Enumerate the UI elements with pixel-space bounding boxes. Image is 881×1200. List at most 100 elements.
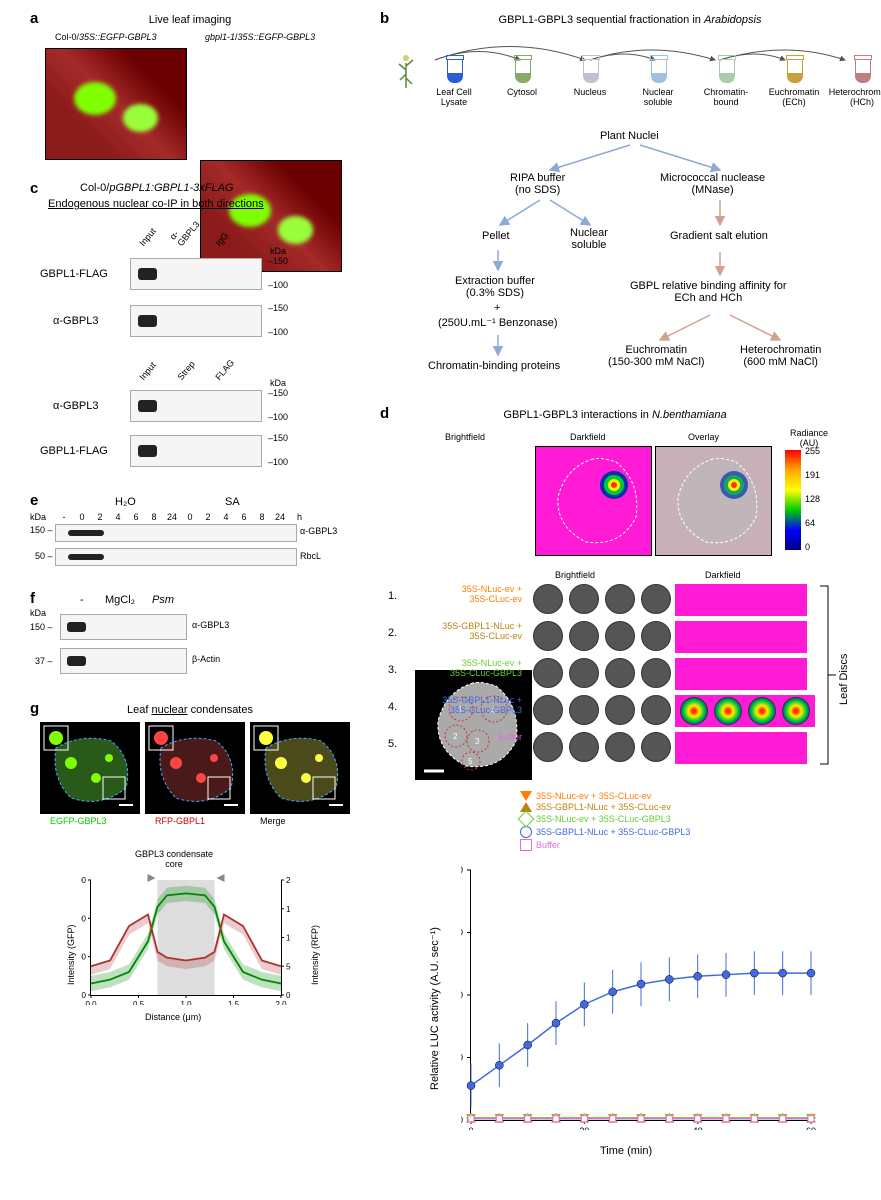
svg-text:2,000: 2,000	[461, 1053, 463, 1063]
d-disc-bf: Brightfield	[555, 570, 595, 580]
lane-label: Strep	[175, 359, 196, 382]
timepoint: 24	[271, 512, 289, 522]
disc-brightfield-row	[530, 621, 674, 651]
svg-text:50: 50	[286, 962, 291, 971]
tube-item: Euchromatin (ECh)	[764, 55, 824, 107]
colorbar-tick: 0	[805, 542, 810, 552]
panel-c-title1: Col-0/pGBPL1:GBPL1-3xFLAG	[80, 182, 233, 194]
disc-darkfield-row	[675, 658, 807, 690]
tube-item: Nucleus	[560, 55, 620, 107]
flow-hetero: Heterochromatin (600 mM NaCl)	[740, 344, 821, 368]
panel-e-timepoints: -02468240246824	[55, 512, 289, 522]
svg-text:0.5: 0.5	[133, 1000, 145, 1005]
flow-plus: +	[494, 302, 500, 314]
condition-number: 2.	[388, 627, 397, 639]
condition-label: Buffer	[402, 732, 522, 742]
tube-item: Chromatin- bound	[696, 55, 756, 107]
panel-a-right-cond: gbpl1-1/35S::EGFP-GBPL3	[205, 32, 315, 42]
svg-text:150: 150	[286, 905, 291, 914]
svg-text:0: 0	[82, 991, 87, 1000]
timepoint: 8	[145, 512, 163, 522]
panel-d-legend: 35S-NLuc-ev + 35S-CLuc-ev35S-GBPL1-NLuc …	[520, 790, 690, 852]
legend-item: 35S-GBPL1-NLuc + 35S-CLuc-ev	[520, 802, 690, 812]
d-ylabel: Relative LUC activity (A.U. sec⁻¹)	[428, 927, 441, 1090]
colorbar-tick: 255	[805, 446, 820, 456]
panel-d-label: d	[380, 405, 389, 422]
disc-darkfield-row	[675, 621, 807, 653]
micrograph-RFP-GBPL1	[145, 722, 245, 814]
panel-a-left-cond: Col-0/35S::EGFP-GBPL3	[55, 32, 157, 42]
d-darkfield	[535, 446, 652, 556]
colorbar-tick: 128	[805, 494, 820, 504]
disc-darkfield-row	[675, 584, 807, 616]
g-yr: Intensity (RFP)	[310, 925, 320, 985]
flow-extraction: Extraction buffer (0.3% SDS)	[455, 275, 535, 299]
timepoint: 2	[91, 512, 109, 522]
bracket-icon	[818, 584, 838, 766]
flow-ripa: RIPA buffer (no SDS)	[510, 172, 565, 196]
svg-text:0: 0	[461, 1115, 463, 1125]
f-lane2: MgCl₂	[105, 594, 135, 606]
svg-text:2.0: 2.0	[275, 1000, 287, 1005]
channel-label: RFP-GBPL1	[155, 816, 205, 826]
condition-label: 35S-NLuc-ev + 35S-CLuc-ev	[402, 584, 522, 604]
panel-d-title: GBPL1-GBPL3 interactions in N.benthamian…	[420, 409, 810, 421]
timepoint: 6	[127, 512, 145, 522]
condition-number: 1.	[388, 590, 397, 602]
kda-c2: kDa	[270, 378, 286, 388]
d-overlay	[655, 446, 772, 556]
f-row1: α-GBPL3	[192, 620, 229, 630]
condition-label: 35S-NLuc-ev + 35S-CLuc-GBPL3	[402, 658, 522, 678]
timepoint: 0	[181, 512, 199, 522]
f-kda: kDa	[30, 608, 46, 618]
e-kda: kDa	[30, 512, 46, 522]
svg-text:100: 100	[81, 953, 87, 962]
timepoint: 4	[109, 512, 127, 522]
legend-item: 35S-GBPL1-NLuc + 35S-CLuc-GBPL3	[520, 826, 690, 838]
blot-c3	[130, 390, 262, 422]
panel-g-label: g	[30, 700, 39, 717]
flow-pellet: Pellet	[482, 230, 510, 242]
panel-b-title: GBPL1-GBPL3 sequential fractionation in …	[400, 14, 860, 26]
d-col-ov: Overlay	[688, 432, 719, 442]
e-row1: α-GBPL3	[300, 526, 337, 536]
panel-f-label: f	[30, 590, 35, 607]
timepoint: 6	[235, 512, 253, 522]
disc-darkfield-row	[675, 732, 807, 764]
g-xl: Distance (μm)	[145, 1012, 201, 1022]
d-col-bf: Brightfield	[445, 432, 485, 442]
kda-c1: kDa	[270, 246, 286, 256]
d-brightfield: 1 2 3 4 5	[415, 670, 532, 780]
flow-euch: Euchromatin (150-300 mM NaCl)	[608, 344, 705, 368]
blot-f2	[60, 648, 187, 674]
disc-brightfield-row	[530, 658, 674, 688]
timepoint: -	[55, 512, 73, 522]
f-row2: β-Actin	[192, 654, 220, 664]
f-lane3: Psm	[152, 594, 174, 606]
svg-text:200: 200	[81, 914, 87, 923]
condition-number: 4.	[388, 701, 397, 713]
svg-text:1.0: 1.0	[180, 1000, 192, 1005]
svg-text:1.5: 1.5	[228, 1000, 240, 1005]
panel-a-micrograph-left	[45, 48, 187, 160]
flow-affinity: GBPL relative binding affinity for ECh a…	[630, 280, 787, 304]
disc-brightfield-row	[530, 732, 674, 762]
f-lane1: -	[80, 594, 84, 606]
flow-plant-nuclei: Plant Nuclei	[600, 130, 659, 142]
lane-label: Input	[137, 226, 158, 248]
lane-label: FLAG	[213, 358, 236, 382]
svg-text:40: 40	[693, 1126, 703, 1130]
timepoint: 4	[217, 512, 235, 522]
svg-text:20: 20	[579, 1126, 589, 1130]
svg-text:0.0: 0.0	[85, 1000, 97, 1005]
e-hunit: h	[297, 512, 302, 522]
tube-item: Leaf Cell Lysate	[424, 55, 484, 107]
micrograph-Merge	[250, 722, 350, 814]
g-chart-title: GBPL3 condensate core	[135, 849, 213, 869]
disc-darkfield-row	[675, 695, 815, 727]
svg-text:100: 100	[286, 934, 291, 943]
flow-benzonase: (250U.mL⁻¹ Benzonase)	[438, 316, 558, 329]
d-xlabel: Time (min)	[600, 1145, 652, 1157]
figure: a Live leaf imaging Col-0/35S::EGFP-GBPL…	[0, 0, 881, 1200]
panel-b-label: b	[380, 10, 389, 27]
